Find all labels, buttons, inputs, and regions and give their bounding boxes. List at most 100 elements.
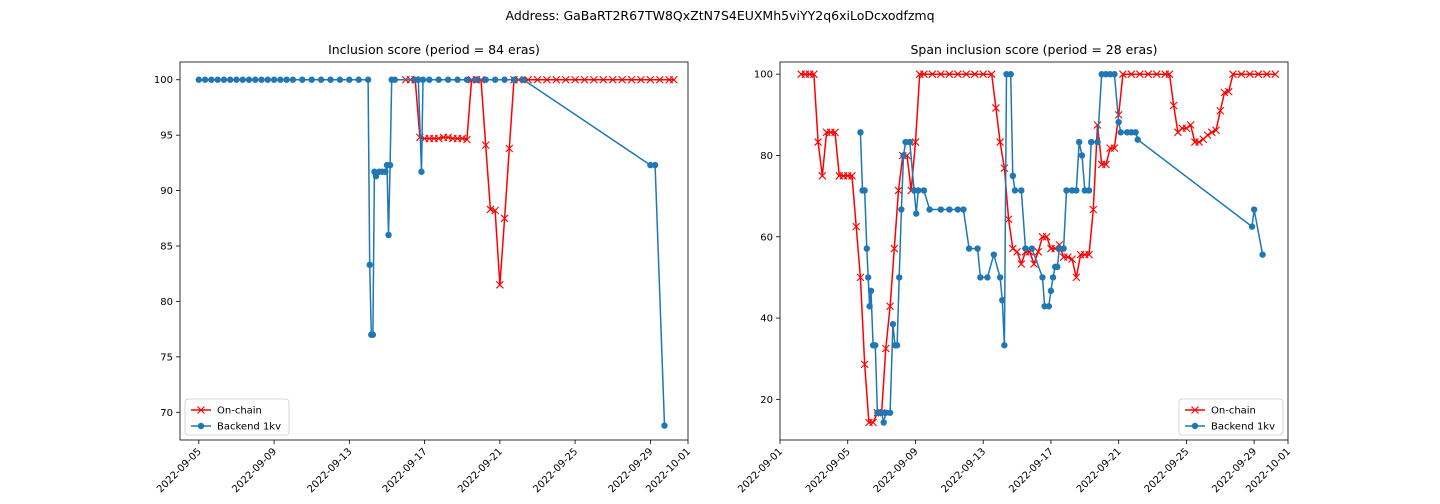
data-point-x [856,273,865,282]
data-point-x [1224,87,1233,96]
y-tick-label: 80 [760,151,773,162]
data-point-x [1216,106,1225,115]
x-tick-label: 2022-09-21 [1075,446,1124,495]
y-tick-label: 40 [760,314,773,325]
data-point-x [1004,215,1013,224]
data-point-o [1054,263,1061,271]
data-point-x [1271,70,1280,79]
data-point-x [1085,250,1093,259]
data-point-x [500,214,509,223]
data-point-o [245,76,253,83]
data-point-o [893,342,901,349]
series-line [801,73,1276,424]
data-point-x [945,70,954,79]
data-point-x [936,70,945,79]
x-tick-label: 2022-09-25 [531,446,580,495]
data-point-x [599,75,608,84]
data-point-o [364,76,372,83]
data-point-x [463,135,471,144]
data-point-o [1115,118,1122,126]
data-point-x [486,205,495,214]
data-point-x [618,75,627,84]
data-point-o [289,76,297,83]
data-point-x [655,75,664,84]
data-point-x [831,128,839,137]
legend-label: On-chain [217,406,262,417]
plot-frame [179,61,689,441]
data-point-o [857,129,864,136]
data-point-x [1072,273,1081,282]
data-point-o [491,76,499,83]
data-point-x [1063,253,1072,261]
data-point-o [1117,129,1124,136]
data-point-x [818,171,827,180]
y-tick-label: 20 [760,395,773,406]
data-point-o [369,331,377,338]
data-point-o [1011,187,1019,194]
data-point-x [1169,101,1178,110]
data-point-x [1093,121,1102,129]
data-point-x [1254,70,1263,79]
legend-marker-o [197,422,205,430]
data-point-x [1246,70,1254,79]
series-backend-1kv [857,70,1266,426]
data-point-x [608,75,617,84]
chart-panel-1: Inclusion score (period = 84 eras) 70 75 80… [154,42,693,495]
data-point-o [1132,129,1139,136]
legend-label: Backend 1kv [1211,422,1275,433]
data-point-o [1063,187,1070,194]
data-point-o [195,76,203,83]
data-point-x [860,360,869,369]
data-point-x [881,344,890,353]
data-point-o [1018,187,1025,194]
data-point-o [386,161,394,169]
data-point-x [970,70,979,79]
data-point-o [960,206,967,213]
data-point-o [1073,187,1080,194]
data-point-x [646,75,655,84]
data-point-x [561,75,570,84]
x-tick-label: 2022-09-21 [456,446,505,495]
x-tick-label: 2022-09-25 [1143,446,1192,495]
data-point-x [637,75,645,84]
chart-legend: On-chain Backend 1kv [184,398,290,436]
data-point-o [661,422,668,429]
data-point-o [1007,70,1014,78]
data-point-x [992,104,1000,112]
data-point-x [495,280,504,289]
data-point-x [533,75,542,84]
data-point-o [233,76,240,83]
data-point-o [1134,136,1141,143]
data-point-x [543,75,551,84]
data-point-x [1013,247,1021,256]
data-point-x [670,75,678,84]
data-point-o [974,245,981,252]
data-point-o [444,76,452,83]
data-point-o [898,206,905,213]
data-point-o [651,161,659,169]
chart-legend: On-chain Backend 1kv [1178,398,1284,436]
data-point-o [317,76,325,83]
data-point-x [1068,255,1076,264]
data-point-o [346,76,353,83]
legend-marker-x [197,406,205,414]
data-point-x [814,138,822,146]
data-point-x [1262,70,1271,79]
data-point-o [299,76,306,83]
data-point-o [1049,274,1057,281]
x-tick-label: 2022-09-01 [736,446,785,495]
data-point-x [1229,70,1237,79]
data-point-o [220,76,228,83]
data-point-o [926,206,933,213]
data-point-o [391,76,399,83]
data-point-o [463,76,471,83]
y-tick-label: 85 [160,242,173,253]
data-point-o [226,76,234,83]
data-point-x [552,75,561,84]
data-point-x [886,302,894,311]
data-point-x [890,244,899,253]
data-point-o [872,342,879,349]
data-point-o [1009,172,1017,180]
data-point-o [906,138,914,146]
